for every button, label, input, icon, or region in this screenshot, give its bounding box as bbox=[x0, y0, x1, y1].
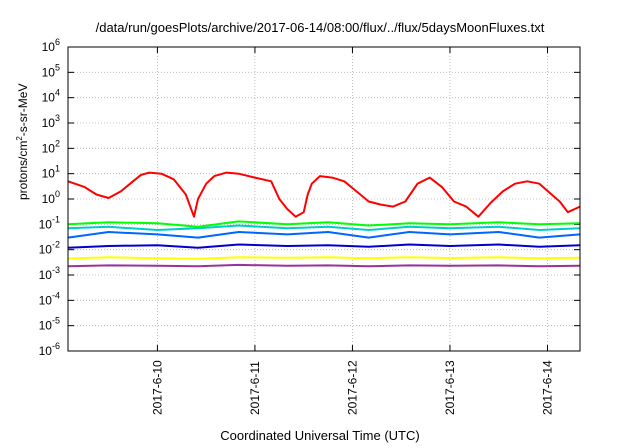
series-line-7 bbox=[67, 263, 581, 268]
y-tick-label: 105 bbox=[42, 62, 60, 79]
x-axis-label: Coordinated Universal Time (UTC) bbox=[220, 428, 420, 443]
series-line-6 bbox=[67, 256, 581, 260]
x-tick-label: 2017-6-12 bbox=[345, 360, 359, 415]
series-line-3 bbox=[67, 224, 581, 231]
y-tick-label: 101 bbox=[42, 164, 60, 181]
chart-title: /data/run/goesPlots/archive/2017-06-14/0… bbox=[95, 20, 545, 35]
series-line-1 bbox=[67, 171, 581, 218]
series-line-2 bbox=[67, 220, 581, 228]
series-line-4 bbox=[67, 231, 581, 239]
plot-frame bbox=[67, 46, 581, 352]
series-line-5 bbox=[67, 243, 581, 249]
x-tick-label: 2017-6-13 bbox=[443, 360, 457, 415]
y-tick-label: 100 bbox=[42, 189, 60, 206]
y-tick-label: 103 bbox=[42, 113, 60, 130]
y-tick-label: 10-2 bbox=[39, 240, 60, 257]
y-tick-label: 104 bbox=[42, 88, 60, 105]
x-tick-label: 2017-6-10 bbox=[150, 360, 164, 415]
y-tick-label: 102 bbox=[42, 138, 60, 155]
y-tick-label: 10-6 bbox=[39, 341, 60, 358]
y-tick-label: 10-3 bbox=[39, 265, 60, 282]
y-tick-label: 10-5 bbox=[39, 316, 60, 333]
y-tick-label: 106 bbox=[42, 37, 60, 54]
x-tick-label: 2017-6-14 bbox=[540, 360, 554, 415]
y-tick-label: 10-4 bbox=[39, 290, 60, 307]
y-tick-label: 10-1 bbox=[39, 214, 60, 231]
x-tick-label: 2017-6-11 bbox=[248, 361, 262, 415]
